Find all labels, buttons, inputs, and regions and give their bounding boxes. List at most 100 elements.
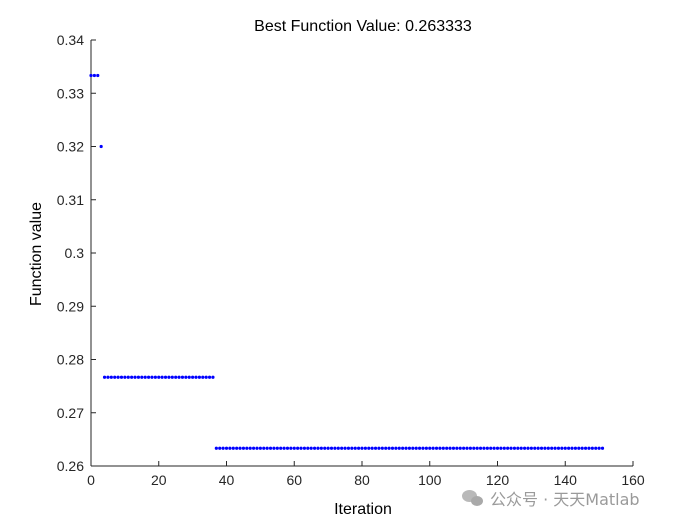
data-point <box>92 73 96 78</box>
data-point <box>495 446 500 450</box>
data-point <box>373 446 378 450</box>
data-point <box>516 446 520 450</box>
x-tick-label: 140 <box>554 472 578 488</box>
data-point <box>113 375 117 379</box>
data-point <box>583 446 588 450</box>
data-point <box>177 375 181 379</box>
data-point <box>509 446 513 450</box>
data-point <box>390 446 395 450</box>
data-point <box>306 446 310 450</box>
data-point <box>285 446 290 450</box>
data-point <box>157 375 161 379</box>
data-point <box>252 446 256 450</box>
data-point <box>424 446 428 450</box>
data-point <box>550 446 554 450</box>
data-point <box>194 375 198 379</box>
data-point <box>353 446 357 450</box>
wechat-icon <box>462 489 484 507</box>
data-point <box>150 375 154 379</box>
data-point <box>197 375 201 379</box>
data-point <box>397 446 401 450</box>
data-point <box>309 446 313 450</box>
data-point <box>340 446 344 450</box>
data-point <box>526 446 530 450</box>
data-point <box>174 375 178 379</box>
data-point <box>573 446 578 450</box>
data-point <box>89 73 93 78</box>
data-point <box>316 446 320 450</box>
data-point <box>360 446 364 450</box>
y-tick-label: 0.34 <box>57 32 84 48</box>
y-tick-label: 0.27 <box>57 405 84 421</box>
data-point <box>201 375 205 379</box>
data-point <box>428 446 432 450</box>
data-point <box>546 446 550 450</box>
data-point <box>238 446 242 450</box>
data-point <box>492 446 496 450</box>
x-tick-label: 80 <box>354 472 370 488</box>
data-point <box>458 446 462 450</box>
y-tick-label: 0.28 <box>57 352 84 368</box>
tick-labels: 0 20 40 60 80 100 120 140 160 0.26 0.27 0.28 0.29 0.3… <box>57 32 645 488</box>
y-tick-label: 0.26 <box>57 458 84 474</box>
data-point <box>302 446 307 450</box>
data-point <box>211 375 215 379</box>
x-tick-label: 120 <box>486 472 510 488</box>
data-point <box>556 446 561 450</box>
watermark: 公众号 · 天天Matlab <box>462 486 640 510</box>
data-point <box>119 375 124 379</box>
data-point <box>268 446 273 450</box>
data-point <box>228 446 232 450</box>
data-point <box>506 446 510 450</box>
data-point <box>401 446 405 450</box>
data-point <box>384 446 388 450</box>
data-point <box>489 446 493 450</box>
data-point <box>529 446 533 450</box>
data-point <box>167 375 171 379</box>
data-point <box>560 446 564 450</box>
data-point <box>126 375 130 379</box>
data-point <box>160 375 164 379</box>
data-point <box>404 446 408 450</box>
data-points <box>89 73 605 450</box>
data-point <box>377 446 381 450</box>
data-point <box>312 446 317 450</box>
data-point <box>282 446 286 450</box>
data-point <box>170 375 174 379</box>
watermark-text: 公众号 · 天天Matlab <box>490 490 640 509</box>
data-point <box>279 446 283 450</box>
data-point <box>380 446 384 450</box>
data-point <box>343 446 347 450</box>
x-tick-label: 40 <box>219 472 235 488</box>
data-point <box>482 446 486 450</box>
data-point <box>133 375 137 379</box>
data-point <box>475 446 479 450</box>
data-point <box>357 446 361 450</box>
data-point <box>140 375 144 379</box>
data-point <box>563 446 567 450</box>
data-point <box>445 446 449 450</box>
data-point <box>523 446 527 450</box>
data-point <box>536 446 540 450</box>
data-point <box>235 446 239 450</box>
y-tick-label: 0.31 <box>57 192 84 208</box>
data-point <box>577 446 581 450</box>
data-point <box>102 375 107 379</box>
data-point <box>346 446 351 450</box>
data-point <box>214 446 218 450</box>
data-point <box>431 446 435 450</box>
data-point <box>153 375 157 379</box>
data-point <box>580 446 584 450</box>
data-point <box>465 446 469 450</box>
data-point <box>116 375 120 379</box>
data-point <box>499 446 503 450</box>
data-point <box>99 144 103 149</box>
data-point <box>600 446 605 450</box>
y-axis-label: Function value <box>28 202 45 306</box>
data-point <box>96 73 100 78</box>
chart-title: Best Function Value: 0.263333 <box>254 18 472 35</box>
data-point <box>319 446 323 450</box>
data-point <box>434 446 439 450</box>
data-point <box>455 446 459 450</box>
data-point <box>502 446 506 450</box>
